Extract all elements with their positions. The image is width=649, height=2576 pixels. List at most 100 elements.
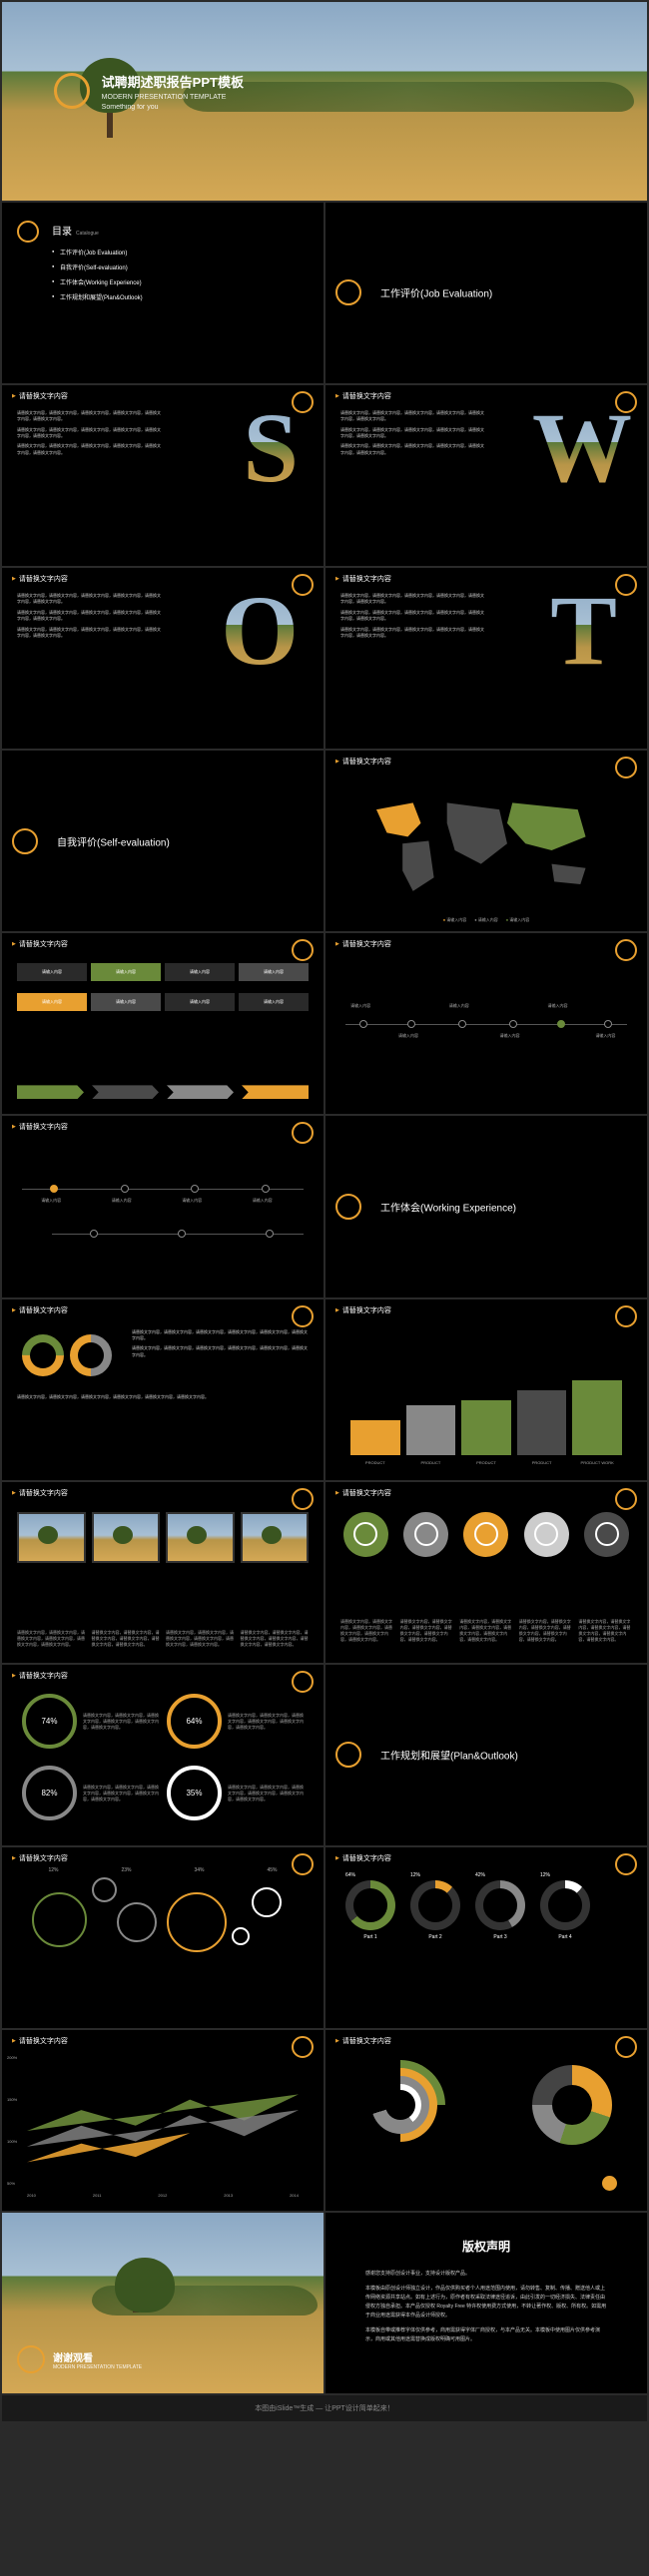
section-slide-4: 工作规划和展望(Plan&Outlook) <box>325 1665 647 1845</box>
ring-icon <box>335 1194 361 1220</box>
bubble <box>32 1892 87 1947</box>
radial-chart <box>355 2060 445 2150</box>
body-text: 请替换文字内容，请替换文字内容，请替换文字内容，请替换文字内容，请替换文字内容，… <box>17 410 162 460</box>
slide-title: 请替换文字内容 <box>335 391 391 401</box>
section-title: 工作规划和展望(Plan&Outlook) <box>380 1748 518 1763</box>
slide-title: 请替换文字内容 <box>335 1488 391 1498</box>
bubble <box>252 1887 282 1917</box>
ring-icon <box>292 1305 314 1327</box>
image-thumb <box>241 1512 310 1563</box>
swot-letter-o: O <box>221 573 299 688</box>
image-row <box>17 1512 309 1563</box>
ring-icon <box>292 1122 314 1144</box>
hero-slide: 试聘期述职报告PPT模板 MODERN PRESENTATION TEMPLAT… <box>2 2 647 201</box>
arc-item: 64% Part 1 <box>345 1872 395 1940</box>
stat-circles-slide: 请替换文字内容 74%请替换文字内容，请替换文字内容，请替换文字内容，请替换文字… <box>2 1665 324 1845</box>
arc-item: 42% Part 3 <box>475 1872 525 1940</box>
slide-title: 请替换文字内容 <box>335 757 391 767</box>
body-text: 请替换文字内容，请替换文字内容，请替换文字内容，请替换文字内容，请替换文字内容，… <box>132 1329 309 1363</box>
swot-letter-s: S <box>243 390 299 505</box>
body-text: 请替换文字内容，请替换文字内容，请替换文字内容，请替换文字内容，请替换文字内容，… <box>340 410 485 460</box>
infinity-diagram <box>22 1334 112 1379</box>
slide-title: 请替换文字内容 <box>12 1671 68 1681</box>
timeline: 请输入内容 请输入内容 请输入内容 请输入内容 请输入内容 请输入内容 <box>345 1024 627 1025</box>
tree <box>115 2258 155 2313</box>
timeline-2 <box>52 1234 304 1235</box>
world-map-slide: 请替换文字内容 请输入内容 请输入内容 请输入内容 <box>325 751 647 931</box>
trees-background <box>183 82 634 112</box>
flow-boxes-slide: 请替换文字内容 请输入内容 请输入内容 请输入内容 请输入内容 请输入内容 请输… <box>2 933 324 1114</box>
stat-circle: 35% <box>167 1766 222 1820</box>
swot-s-slide: 请替换文字内容 请替换文字内容，请替换文字内容，请替换文字内容，请替换文字内容，… <box>2 385 324 566</box>
flow-box: 请输入内容 <box>165 993 235 1011</box>
bubble-labels: 12%23%34%45% <box>17 1867 309 1873</box>
map-legend: 请输入内容 请输入内容 请输入内容 <box>443 917 530 923</box>
flow-box: 请输入内容 <box>91 963 161 981</box>
circle-item <box>584 1512 629 1557</box>
area-chart: 200%150%100%50% 20102011201220132014 <box>27 2055 299 2186</box>
thanks-sub: MODERN PRESENTATION TEMPLATE <box>53 2364 142 2370</box>
stat-circles: 74%请替换文字内容，请替换文字内容，请替换文字内容，请替换文字内容，请替换文字… <box>22 1690 304 1825</box>
ring-icon <box>335 279 361 305</box>
slide-title: 请替换文字内容 <box>335 574 391 584</box>
slide-title: 请替换文字内容 <box>12 1122 68 1132</box>
world-map <box>355 775 617 911</box>
flow-boxes-row2: 请输入内容 请输入内容 请输入内容 请输入内容 <box>17 993 309 1011</box>
radial-donut-slide: 请替换文字内容 <box>325 2030 647 2211</box>
section-slide-1: 工作评价(Job Evaluation) <box>325 203 647 383</box>
slide-title: 请替换文字内容 <box>12 1488 68 1498</box>
body-text: 请替换文字内容，请替换文字内容，请替换文字内容，请替换文字内容，请替换文字内容，… <box>17 593 162 643</box>
accent-dot <box>602 2176 617 2191</box>
image-captions: 请替换文字内容，请替换文字内容，请替换文字内容，请替换文字内容，请替换文字内容，… <box>17 1630 309 1648</box>
hero-subtitle1: MODERN PRESENTATION TEMPLATE <box>102 94 244 101</box>
slide-title: 请替换文字内容 <box>12 1305 68 1315</box>
slide-title: 请替换文字内容 <box>12 2036 68 2046</box>
copyright-text: 感谢您支持原创设计事业，支持设计版权产品。 <box>365 2270 607 2279</box>
flow-box: 请输入内容 <box>91 993 161 1011</box>
stat-circle: 64% <box>167 1694 222 1749</box>
flow-arrows <box>17 1085 309 1099</box>
ring-icon <box>615 1853 637 1875</box>
section-slide-3: 工作体会(Working Experience) <box>325 1116 647 1296</box>
timeline-slide-1: 请替换文字内容 请输入内容 请输入内容 请输入内容 请输入内容 请输入内容 请输… <box>325 933 647 1114</box>
swot-letter-w: W <box>532 390 632 505</box>
ring-icon <box>615 2036 637 2058</box>
section-title: 自我评价(Self-evaluation) <box>57 833 170 848</box>
image-thumb <box>17 1512 86 1563</box>
ring-icon <box>615 939 637 961</box>
ring-icon <box>615 574 637 596</box>
section-slide-2: 自我评价(Self-evaluation) <box>2 751 324 931</box>
catalog-item: 自我评价(Self-evaluation) <box>52 262 294 271</box>
bubble <box>92 1877 117 1902</box>
thanks-block: 谢谢观看 MODERN PRESENTATION TEMPLATE <box>17 2345 142 2373</box>
circle-item <box>524 1512 569 1557</box>
area-chart-slide: 请替换文字内容 200%150%100%50% 2010201120122013… <box>2 2030 324 2211</box>
hero-ring-icon <box>54 73 90 109</box>
slide-title: 请替换文字内容 <box>12 939 68 949</box>
arc-charts: 64% Part 1 12% Part 2 42% Part 3 12% Par… <box>345 1872 590 1940</box>
timeline-slide-2: 请替换文字内容 请输入内容 请输入内容 请输入内容 请输入内容 <box>2 1116 324 1296</box>
ring-icon <box>292 939 314 961</box>
swot-letter-t: T <box>550 573 617 688</box>
catalog-item: 工作体会(Working Experience) <box>52 277 294 286</box>
arc-item: 12% Part 2 <box>410 1872 460 1940</box>
hero-title: 试聘期述职报告PPT模板 <box>102 72 244 91</box>
flow-box: 请输入内容 <box>17 963 87 981</box>
stat-circle: 82% <box>22 1766 77 1820</box>
donut-chart <box>532 2065 612 2145</box>
circles-slide: 请替换文字内容 请替换文字内容，请替换文字内容，请替换文字内容，请替换文字内容，… <box>325 1482 647 1663</box>
section-title: 工作评价(Job Evaluation) <box>380 285 492 300</box>
arcs-slide: 请替换文字内容 64% Part 1 12% Part 2 42% Part 3… <box>325 1847 647 2028</box>
ring-icon <box>17 221 39 243</box>
bubble <box>167 1892 227 1952</box>
page-footer: 本图由iSlide™生成 — 让PPT设计简单起来！ <box>2 2395 647 2421</box>
flow-box: 请输入内容 <box>17 993 87 1011</box>
flow-box: 请输入内容 <box>239 993 309 1011</box>
thanks-title: 谢谢观看 <box>53 2349 142 2364</box>
hero-content: 试聘期述职报告PPT模板 MODERN PRESENTATION TEMPLAT… <box>54 72 244 111</box>
slide-title: 请替换文字内容 <box>335 939 391 949</box>
timeline: 请输入内容 请输入内容 请输入内容 请输入内容 <box>22 1189 304 1190</box>
slide-title: 请替换文字内容 <box>335 1305 391 1315</box>
circle-captions: 请替换文字内容，请替换文字内容，请替换文字内容，请替换文字内容，请替换文字内容，… <box>340 1619 632 1643</box>
body-text: 请替换文字内容，请替换文字内容，请替换文字内容，请替换文字内容，请替换文字内容，… <box>340 593 485 643</box>
